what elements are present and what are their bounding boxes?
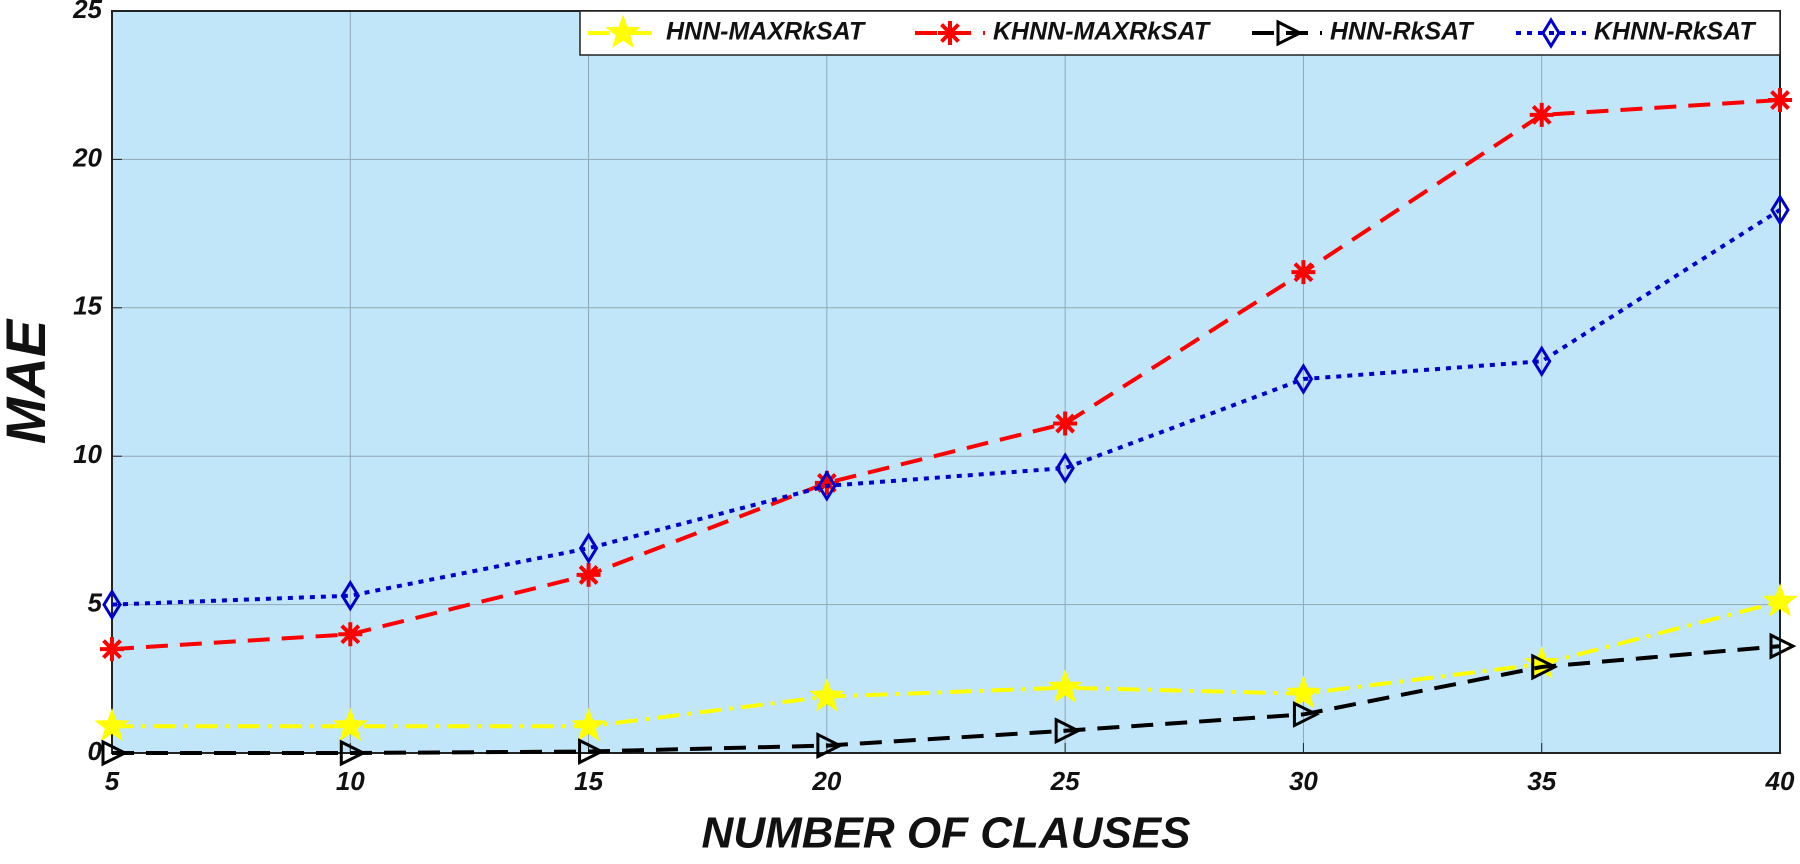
marker <box>1053 411 1078 436</box>
legend-label: KHNN-MAXRkSAT <box>993 18 1212 46</box>
marker <box>1768 88 1792 113</box>
x-tick-label: 40 <box>1765 766 1795 796</box>
marker <box>339 739 367 767</box>
marker <box>1531 345 1552 378</box>
marker <box>1055 452 1075 484</box>
marker <box>101 739 129 767</box>
marker <box>1524 645 1560 679</box>
x-tick-label: 5 <box>105 766 120 796</box>
marker <box>332 707 368 742</box>
y-tick-label: 20 <box>72 142 102 172</box>
marker <box>1769 632 1797 660</box>
marker <box>1047 669 1083 703</box>
marker <box>1529 102 1554 127</box>
marker <box>578 738 605 765</box>
marker <box>100 637 124 662</box>
marker <box>1291 260 1316 285</box>
series-line <box>112 599 1781 729</box>
marker <box>1054 717 1082 745</box>
marker <box>571 707 607 742</box>
marker <box>1285 675 1321 709</box>
x-tick-label: 35 <box>1527 766 1556 796</box>
y-tick-label: 25 <box>72 0 102 24</box>
marker <box>340 579 361 612</box>
x-tick-label: 25 <box>1050 766 1080 796</box>
series-line <box>111 208 1782 607</box>
x-tick-label: 20 <box>811 766 841 796</box>
y-axis-label: MAE <box>0 318 57 444</box>
marker <box>938 21 962 45</box>
marker <box>1531 653 1559 681</box>
legend-label: HNN-MAXRkSAT <box>666 18 867 46</box>
legend-label: KHNN-RkSAT <box>1594 18 1757 46</box>
y-tick-label: 0 <box>88 736 103 766</box>
y-tick-label: 5 <box>88 587 103 617</box>
y-tick-label: 15 <box>73 291 102 321</box>
x-tick-label: 10 <box>336 766 365 796</box>
marker <box>1293 363 1314 395</box>
marker <box>576 562 601 587</box>
marker <box>605 14 641 48</box>
marker <box>817 470 837 502</box>
series-line <box>111 98 1781 652</box>
marker <box>814 470 839 495</box>
marker <box>1770 193 1790 226</box>
marker <box>1541 17 1561 49</box>
y-tick-label: 10 <box>73 439 102 469</box>
marker <box>1276 19 1304 47</box>
legend: HNN-MAXRkSAT KHNN-MAXRkSAT HNN-RkSAT KHNN-R… <box>579 10 1781 56</box>
marker <box>338 622 363 647</box>
series-line <box>112 644 1781 755</box>
legend-label: HNN-RkSAT <box>1330 18 1475 46</box>
x-tick-label: 15 <box>574 766 603 796</box>
marker <box>1292 700 1320 728</box>
marker <box>809 678 845 712</box>
marker <box>102 588 122 621</box>
x-axis-label: NUMBER OF CLAUSES <box>702 809 1191 858</box>
plot-area <box>112 11 1780 753</box>
x-tick-label: 30 <box>1289 766 1318 796</box>
marker <box>816 732 844 760</box>
legend-box <box>579 10 1781 56</box>
marker <box>1762 583 1798 617</box>
marker <box>578 532 599 565</box>
marker <box>94 707 130 742</box>
